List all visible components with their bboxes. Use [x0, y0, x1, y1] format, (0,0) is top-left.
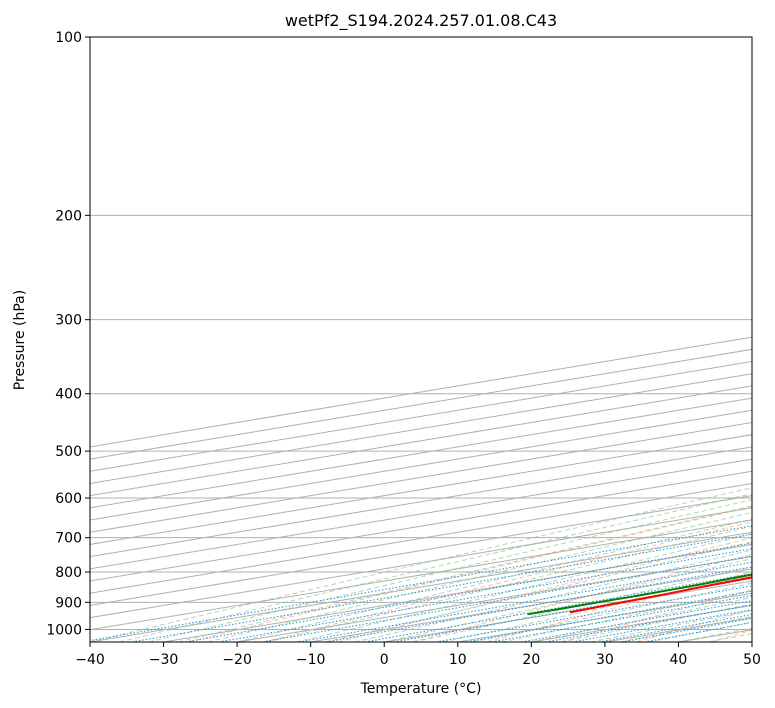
- moist-adiabat: [236, 518, 752, 642]
- x-tick-label: 30: [596, 652, 614, 668]
- moist-adiabat: [531, 596, 752, 642]
- isotherm-line: [90, 470, 752, 582]
- dry-adiabat: [710, 629, 752, 642]
- isotherm-line: [90, 446, 752, 558]
- x-tick-label: 10: [449, 652, 467, 668]
- dry-adiabat: [412, 553, 752, 642]
- isotherm-line: [90, 507, 752, 619]
- dry-adiabat: [337, 537, 752, 642]
- dry-adiabat: [263, 521, 752, 642]
- moist-adiabat: [207, 511, 752, 642]
- mixing-ratio-line: [364, 572, 752, 642]
- chart-title: wetPf2_S194.2024.257.01.08.C43: [285, 11, 557, 31]
- moist-adiabat: [413, 566, 752, 642]
- isotherm-line: [90, 482, 752, 594]
- moist-adiabat: [678, 627, 752, 642]
- isotherm-line: [90, 409, 752, 521]
- mixing-ratio-line: [435, 585, 752, 642]
- moist-adiabat: [148, 499, 752, 642]
- y-tick-label: 900: [55, 595, 82, 611]
- moist-adiabat: [178, 505, 752, 642]
- isotherm-line: [751, 641, 752, 642]
- moist-adiabat: [560, 603, 752, 642]
- x-tick-label: 40: [670, 652, 688, 668]
- x-tick-label: 20: [522, 652, 540, 668]
- axes: −40 −30 −20 −10 0 10 20 30 40 50 100 200 300 400 500 60…: [46, 30, 761, 668]
- moist-adiabat: [119, 493, 752, 642]
- isotherm-line: [457, 592, 752, 642]
- plot-frame: [89, 36, 753, 643]
- moist-adiabat: [266, 525, 752, 642]
- isotherm-line: [90, 336, 752, 448]
- y-tick-label: 700: [55, 531, 82, 547]
- x-tick-label: −30: [149, 652, 179, 668]
- y-tick-label: 100: [55, 30, 82, 46]
- moist-adiabat: [501, 589, 752, 642]
- y-tick-label: 500: [55, 444, 82, 460]
- mixing-ratio-line: [185, 542, 752, 642]
- temperature-profile-line: [569, 576, 752, 614]
- y-tick-label: 600: [55, 491, 82, 507]
- x-tick-label: 0: [380, 652, 389, 668]
- dry-adiabat: [561, 589, 752, 642]
- y-tick-label: 1000: [46, 622, 82, 638]
- isotherm-line: [90, 385, 752, 497]
- x-tick-label: 50: [743, 652, 761, 668]
- x-tick-label: −20: [222, 652, 252, 668]
- mixing-ratio-line: [466, 590, 752, 642]
- mixing-ratio-line: [521, 600, 752, 642]
- isotherm-line: [90, 458, 752, 570]
- x-tick-label: −40: [75, 652, 105, 668]
- dry-adiabat: [188, 506, 752, 642]
- y-tick-label: 400: [55, 387, 82, 403]
- isotherm-line: [678, 629, 752, 642]
- isotherm-line: [163, 543, 752, 642]
- isotherm-line: [90, 373, 752, 484]
- isotherm-line: [90, 361, 752, 472]
- y-tick-label: 300: [55, 313, 82, 329]
- isotherm-line: [310, 568, 752, 642]
- x-axis-label: Temperature (°C): [360, 681, 482, 697]
- moist-adiabat: [325, 541, 752, 642]
- isotherm-line: [90, 531, 752, 642]
- moist-adiabat: [707, 633, 752, 642]
- y-tick-label: 200: [55, 208, 82, 224]
- isotherm-line: [90, 348, 752, 460]
- background-grid: [90, 37, 752, 642]
- isotherm-line: [384, 580, 752, 642]
- mixing-ratio-line: [90, 525, 752, 642]
- mixing-ratio-line: [131, 533, 752, 642]
- reference-lines: [90, 487, 752, 642]
- moist-adiabat: [295, 533, 752, 642]
- isotherm-line: [90, 397, 752, 509]
- dry-adiabat: [636, 609, 752, 642]
- isotherm-line: [90, 421, 752, 533]
- mixing-ratio-line: [262, 555, 752, 642]
- isotherm-line: [90, 519, 752, 631]
- y-tick-label: 800: [55, 565, 82, 581]
- mixing-ratio-line: [491, 594, 752, 642]
- isotherm-line: [90, 495, 752, 606]
- isotherm-line: [90, 434, 752, 545]
- isotherm-line: [237, 556, 752, 642]
- x-tick-label: −10: [296, 652, 326, 668]
- y-axis-label: Pressure (hPa): [12, 290, 28, 390]
